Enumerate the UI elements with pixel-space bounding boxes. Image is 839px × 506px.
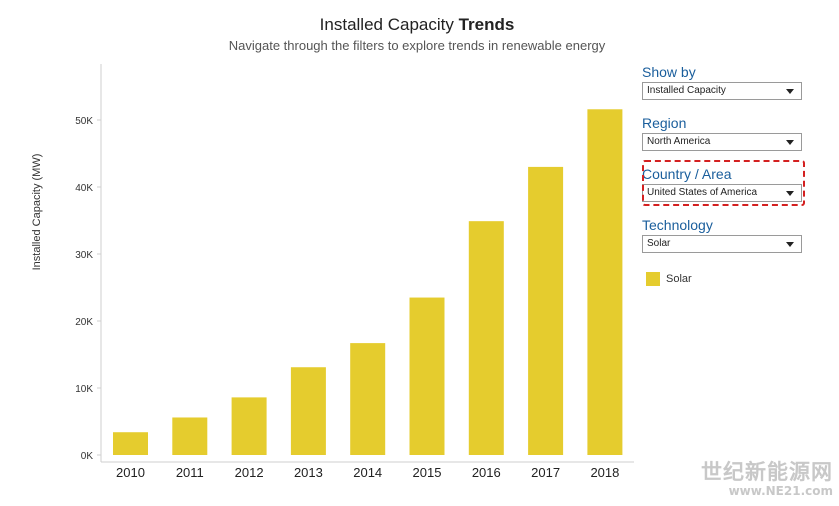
x-tick-label: 2015 — [413, 465, 442, 480]
y-tick-label: 50K — [75, 116, 93, 127]
y-tick-label: 0K — [81, 451, 94, 462]
legend-swatch-solar — [646, 272, 660, 286]
region-select-value: North America — [647, 136, 711, 147]
filter-region-label: Region — [642, 115, 687, 131]
filter-show-by: Show by Installed Capacity — [642, 64, 808, 100]
x-tick-label: 2014 — [353, 465, 382, 480]
country-select-value: United States of America — [647, 187, 758, 198]
country-select[interactable]: United States of America — [642, 184, 802, 202]
x-tick-label: 2013 — [294, 465, 323, 480]
y-tick-label: 10K — [75, 384, 93, 395]
watermark-url: www.NE21.com — [728, 484, 833, 498]
chevron-down-icon — [786, 140, 794, 145]
chart-title-regular: Installed Capacity — [319, 15, 459, 34]
filter-country-label: Country / Area — [642, 166, 732, 182]
bar-2012 — [231, 397, 267, 455]
filter-show-by-label: Show by — [642, 64, 696, 80]
region-select[interactable]: North America — [642, 133, 802, 151]
x-tick-label: 2017 — [531, 465, 560, 480]
bar-2015 — [409, 297, 445, 455]
y-tick-label: 40K — [75, 183, 93, 194]
y-tick-label: 20K — [75, 317, 93, 328]
bar-2013 — [290, 367, 326, 455]
filter-country: Country / Area United States of America — [642, 166, 808, 202]
x-tick-label: 2011 — [176, 465, 204, 480]
technology-select[interactable]: Solar — [642, 235, 802, 253]
bar-chart: 0K 10K 20K 30K 40K 50K Installed Capacity (MW)… — [31, 64, 634, 480]
y-tick-label: 30K — [75, 250, 93, 261]
watermark-text: 世纪新能源网 — [701, 460, 833, 484]
chevron-down-icon — [786, 242, 794, 247]
bar-2010 — [113, 432, 148, 455]
x-tick-label: 2010 — [116, 465, 145, 480]
y-axis-label: Installed Capacity (MW) — [31, 154, 43, 271]
technology-select-value: Solar — [647, 238, 671, 249]
filter-technology: Technology Solar — [642, 217, 808, 253]
bar-2017 — [528, 166, 564, 455]
watermark: 世纪新能源网 www.NE21.com — [701, 460, 833, 498]
show-by-select[interactable]: Installed Capacity — [642, 82, 802, 100]
legend-label-solar: Solar — [666, 273, 692, 285]
chart-title: Installed Capacity Trends — [0, 14, 834, 36]
filter-region: Region North America — [642, 115, 808, 151]
bar-2011 — [172, 417, 208, 455]
chevron-down-icon — [786, 89, 794, 94]
chevron-down-icon — [786, 191, 794, 196]
bar-2014 — [350, 343, 386, 455]
show-by-select-value: Installed Capacity — [647, 85, 726, 96]
x-tick-label: 2018 — [590, 465, 619, 480]
x-tick-label: 2012 — [235, 465, 264, 480]
chart-subtitle: Navigate through the filters to explore … — [228, 38, 606, 53]
chart-title-bold: Trends — [458, 15, 515, 34]
chart-header: Installed Capacity Trends Navigate throu… — [0, 14, 834, 55]
x-tick-label: 2016 — [472, 465, 501, 480]
bar-2016 — [468, 221, 504, 455]
bar-2018 — [587, 109, 623, 455]
filter-technology-label: Technology — [642, 217, 713, 233]
